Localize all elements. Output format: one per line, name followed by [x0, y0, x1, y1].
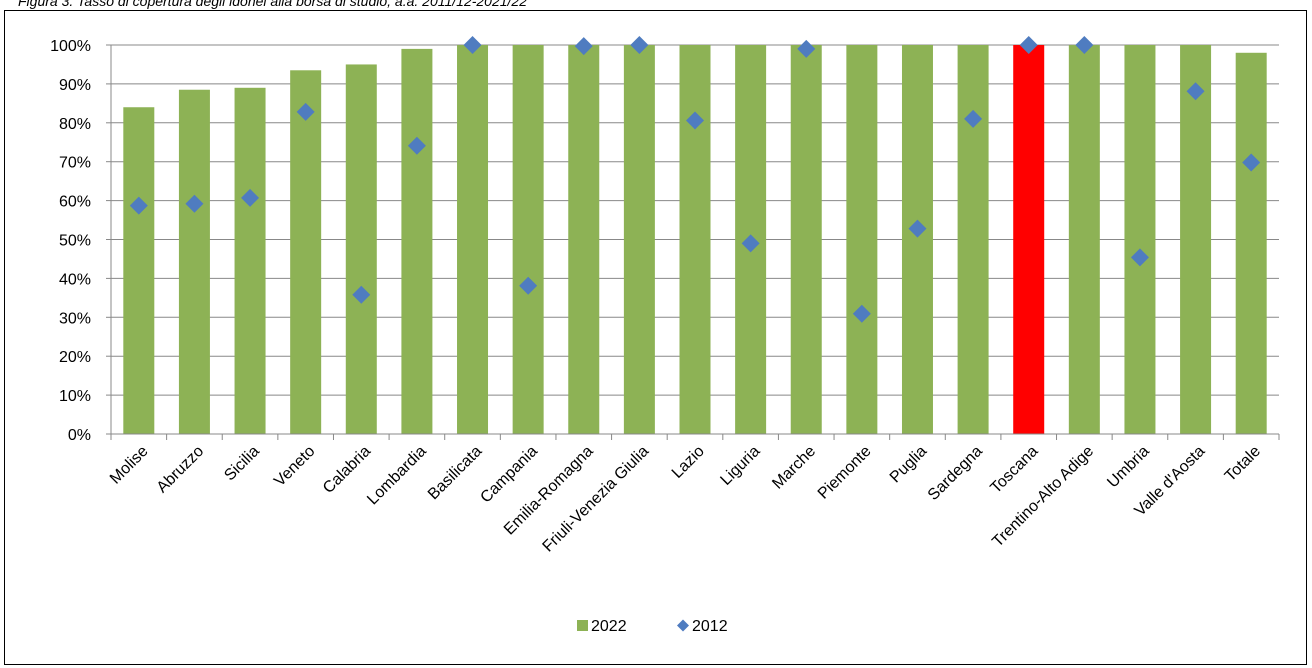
x-tick-label: Calabria — [320, 443, 374, 497]
point-2012 — [519, 276, 538, 295]
point-2012 — [964, 109, 983, 128]
x-tick-label: Molise — [107, 443, 152, 488]
chart-caption: Figura 3. Tasso di copertura degli idone… — [18, 0, 528, 9]
bar-2022 — [512, 45, 544, 434]
x-tick-label: Lombardia — [364, 443, 430, 509]
bar-2022 — [401, 48, 433, 434]
bar-2022 — [123, 107, 155, 435]
y-tick-label: 20% — [59, 349, 91, 366]
point-2012 — [352, 285, 371, 304]
bar-2022 — [178, 89, 210, 435]
point-2012 — [852, 304, 871, 323]
y-tick-label: 80% — [59, 116, 91, 133]
bar-2022 — [901, 45, 933, 434]
y-tick-label: 10% — [59, 388, 91, 405]
point-2012 — [574, 37, 593, 56]
legend-swatch-2012 — [677, 619, 689, 632]
point-2012 — [1242, 153, 1261, 172]
point-2012 — [407, 136, 426, 155]
point-2012 — [129, 196, 148, 215]
bar-2022 — [957, 45, 989, 434]
bar-2022 — [234, 87, 266, 434]
bar-2022 — [1235, 52, 1267, 434]
bar-2022 — [1068, 45, 1100, 434]
bar-2022 — [1013, 45, 1045, 434]
point-2012 — [185, 194, 204, 213]
x-tick-label: Marche — [769, 443, 819, 493]
chart-frame — [4, 10, 1307, 665]
bar-2022 — [345, 64, 377, 434]
point-2012 — [630, 36, 649, 54]
legend-label-2012: 2012 — [692, 618, 728, 635]
y-tick-label: 40% — [59, 271, 91, 288]
point-2012 — [1019, 36, 1038, 54]
y-tick-label: 60% — [59, 194, 91, 211]
legend-label-2022: 2022 — [591, 618, 627, 635]
point-2012 — [296, 102, 315, 121]
point-2012 — [241, 188, 260, 207]
y-tick-label: 30% — [59, 310, 91, 327]
legend-swatch-2022 — [577, 620, 588, 631]
bar-2022 — [568, 45, 600, 434]
point-2012 — [1186, 82, 1205, 101]
bar-2022 — [790, 45, 822, 434]
x-tick-label: Veneto — [271, 443, 318, 490]
x-tick-label: Sicilia — [221, 443, 263, 485]
y-tick-label: 70% — [59, 155, 91, 172]
bar-2022 — [457, 45, 489, 434]
x-tick-label: Umbria — [1104, 443, 1153, 492]
point-2012 — [686, 111, 704, 130]
x-tick-label: Trentino-Alto Adige — [989, 443, 1097, 551]
bar-2022 — [846, 45, 878, 434]
x-tick-label: Lazio — [669, 443, 708, 482]
x-tick-label: Friuli-Venezia Giulia — [540, 443, 653, 556]
bar-2022 — [290, 70, 322, 434]
bar-2022 — [1180, 45, 1212, 434]
y-tick-label: 50% — [59, 233, 91, 250]
bar-2022 — [1124, 45, 1156, 434]
point-2012 — [741, 234, 760, 253]
bar-2022 — [679, 45, 711, 434]
x-tick-label: Liguria — [717, 443, 763, 489]
point-2012 — [1075, 36, 1094, 54]
x-tick-label: Sardegna — [925, 443, 986, 504]
y-tick-label: 90% — [59, 77, 91, 94]
x-tick-label: Piemonte — [815, 443, 875, 503]
point-2012 — [908, 219, 927, 238]
point-2012 — [1130, 248, 1149, 267]
x-tick-label: Abruzzo — [154, 443, 208, 497]
y-tick-label: 0% — [68, 427, 91, 444]
point-2012 — [797, 39, 816, 58]
y-tick-label: 100% — [50, 38, 91, 55]
point-2012 — [463, 36, 482, 54]
x-tick-label: Toscana — [987, 443, 1041, 497]
x-tick-label: Puglia — [887, 443, 931, 487]
bar-2022 — [623, 45, 655, 434]
x-tick-label: Totale — [1222, 443, 1264, 485]
